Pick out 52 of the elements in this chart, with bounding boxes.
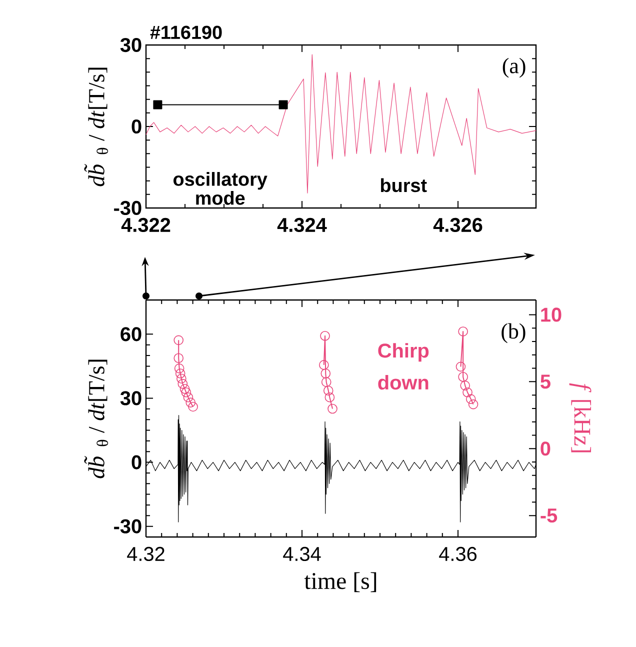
annotation: (b)	[502, 323, 526, 344]
point	[328, 404, 338, 414]
point	[466, 394, 476, 404]
y-tick-label: 60	[120, 327, 142, 342]
point	[319, 360, 329, 370]
y2-tick-label: 10	[541, 308, 562, 322]
point	[174, 364, 184, 374]
point	[458, 372, 468, 382]
y-tick-label: 30	[120, 391, 142, 406]
y2-tick-label: -5	[540, 508, 558, 523]
point	[324, 392, 335, 402]
x-tick-label: 4.36	[439, 546, 477, 562]
point	[462, 387, 472, 398]
point	[183, 392, 194, 402]
point	[321, 377, 332, 387]
annotation: oscillatory mode	[173, 172, 268, 205]
annotation: (a)	[502, 58, 526, 78]
point	[456, 362, 466, 372]
point	[180, 384, 190, 394]
point	[320, 368, 331, 378]
point	[186, 398, 196, 408]
y-axis-title: db̃$_{θ}$ / dt[T/s]	[84, 360, 108, 478]
point	[175, 368, 186, 378]
point	[174, 335, 184, 346]
point	[323, 386, 334, 396]
point	[181, 387, 192, 398]
y2-tick-label: 0	[540, 442, 550, 456]
y-tick-label: 0	[132, 455, 142, 470]
point	[320, 330, 330, 341]
point	[174, 353, 184, 364]
point	[188, 402, 198, 412]
x-tick-label: 4.324	[277, 218, 327, 232]
x-axis-title: time [s]	[304, 572, 376, 592]
y-axis-title: db̃$_{θ}$ / dt[T/s]	[84, 68, 108, 186]
x-tick-label: 4.326	[433, 218, 482, 232]
y-tick-label: -30	[114, 519, 142, 534]
y2-axis-title: f [kHz]	[569, 383, 592, 452]
y-tick-label: 0	[132, 119, 142, 134]
chart-title: #116190	[150, 26, 222, 40]
y-tick-label: -30	[114, 200, 142, 216]
x-tick-label: 4.34	[283, 546, 321, 562]
y2-tick-label: 5	[540, 374, 550, 389]
point	[176, 374, 186, 384]
point	[178, 378, 188, 389]
annotation: burst	[380, 178, 427, 192]
point	[468, 399, 478, 410]
point	[460, 380, 470, 390]
point	[458, 326, 468, 336]
annotation: Chirp down	[378, 343, 429, 390]
x-tick-label: 4.32	[127, 546, 164, 562]
y-tick-label: 30	[120, 38, 142, 52]
x-tick-label: 4.322	[121, 218, 170, 232]
